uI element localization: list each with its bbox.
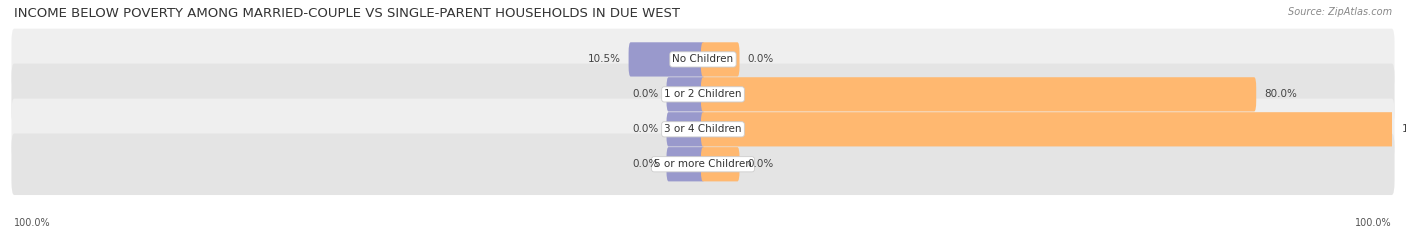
FancyBboxPatch shape — [702, 112, 1393, 147]
FancyBboxPatch shape — [11, 99, 1395, 160]
FancyBboxPatch shape — [11, 29, 1395, 90]
Text: INCOME BELOW POVERTY AMONG MARRIED-COUPLE VS SINGLE-PARENT HOUSEHOLDS IN DUE WES: INCOME BELOW POVERTY AMONG MARRIED-COUPL… — [14, 7, 681, 20]
Text: 0.0%: 0.0% — [631, 89, 658, 99]
Text: 3 or 4 Children: 3 or 4 Children — [664, 124, 742, 134]
Text: 100.0%: 100.0% — [14, 218, 51, 228]
Text: No Children: No Children — [672, 55, 734, 64]
Text: 10.5%: 10.5% — [588, 55, 620, 64]
Text: 1 or 2 Children: 1 or 2 Children — [664, 89, 742, 99]
Text: 0.0%: 0.0% — [631, 124, 658, 134]
FancyBboxPatch shape — [666, 77, 704, 112]
FancyBboxPatch shape — [702, 42, 740, 76]
FancyBboxPatch shape — [666, 147, 704, 182]
Text: 0.0%: 0.0% — [631, 159, 658, 169]
FancyBboxPatch shape — [666, 112, 704, 147]
Text: 100.0%: 100.0% — [1355, 218, 1392, 228]
FancyBboxPatch shape — [628, 42, 704, 76]
Legend: Married Couples, Single Parents: Married Couples, Single Parents — [593, 230, 813, 233]
FancyBboxPatch shape — [702, 147, 740, 182]
FancyBboxPatch shape — [11, 64, 1395, 125]
Text: Source: ZipAtlas.com: Source: ZipAtlas.com — [1288, 7, 1392, 17]
FancyBboxPatch shape — [702, 77, 1256, 112]
Text: 0.0%: 0.0% — [748, 55, 775, 64]
Text: 100.0%: 100.0% — [1402, 124, 1406, 134]
Text: 80.0%: 80.0% — [1264, 89, 1298, 99]
Text: 0.0%: 0.0% — [748, 159, 775, 169]
Text: 5 or more Children: 5 or more Children — [654, 159, 752, 169]
FancyBboxPatch shape — [11, 134, 1395, 195]
